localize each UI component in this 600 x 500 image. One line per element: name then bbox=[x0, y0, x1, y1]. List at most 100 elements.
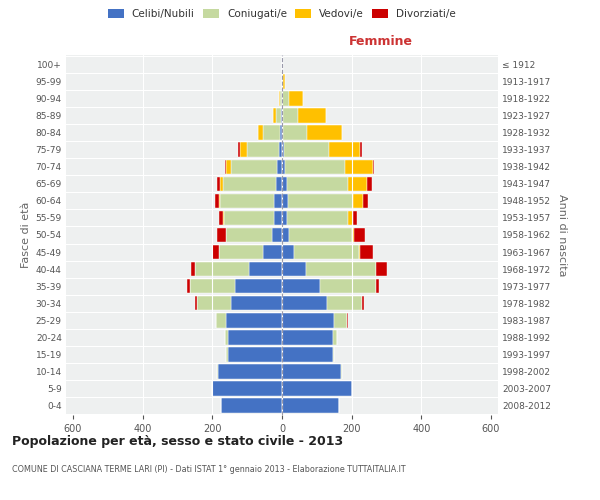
Bar bbox=[187, 279, 190, 293]
Bar bbox=[224, 330, 228, 344]
Bar bbox=[190, 279, 235, 293]
Bar bbox=[223, 210, 224, 225]
Bar bbox=[362, 296, 364, 310]
Bar bbox=[263, 245, 282, 260]
Bar bbox=[353, 210, 357, 225]
Bar bbox=[287, 176, 348, 191]
Bar bbox=[376, 262, 386, 276]
Bar bbox=[278, 142, 282, 157]
Bar bbox=[235, 279, 282, 293]
Bar bbox=[347, 313, 348, 328]
Bar bbox=[282, 210, 287, 225]
Bar bbox=[307, 126, 342, 140]
Text: Femmine: Femmine bbox=[349, 35, 413, 48]
Bar bbox=[282, 330, 332, 344]
Bar bbox=[220, 194, 274, 208]
Bar bbox=[282, 57, 283, 72]
Text: Popolazione per età, sesso e stato civile - 2013: Popolazione per età, sesso e stato civil… bbox=[12, 435, 343, 448]
Bar bbox=[348, 176, 367, 191]
Bar bbox=[240, 142, 247, 157]
Bar bbox=[217, 176, 220, 191]
Bar bbox=[376, 279, 379, 293]
Bar bbox=[228, 330, 282, 344]
Bar bbox=[282, 108, 283, 123]
Bar bbox=[363, 194, 368, 208]
Bar bbox=[288, 194, 353, 208]
Bar bbox=[332, 347, 334, 362]
Bar bbox=[282, 279, 320, 293]
Bar bbox=[263, 126, 280, 140]
Bar bbox=[289, 92, 303, 106]
Bar bbox=[191, 262, 195, 276]
Bar bbox=[218, 194, 220, 208]
Bar bbox=[283, 126, 307, 140]
Bar bbox=[220, 176, 223, 191]
Bar bbox=[282, 176, 287, 191]
Bar bbox=[276, 176, 282, 191]
Bar bbox=[282, 228, 289, 242]
Bar bbox=[282, 160, 286, 174]
Bar bbox=[298, 108, 326, 123]
Bar bbox=[282, 347, 332, 362]
Bar bbox=[218, 210, 223, 225]
Bar bbox=[232, 160, 277, 174]
Bar bbox=[341, 364, 342, 378]
Bar bbox=[276, 108, 281, 123]
Bar bbox=[289, 228, 352, 242]
Bar bbox=[257, 126, 263, 140]
Legend: Celibi/Nubili, Coniugati/e, Vedovi/e, Divorziati/e: Celibi/Nubili, Coniugati/e, Vedovi/e, Di… bbox=[104, 5, 460, 24]
Bar bbox=[217, 364, 218, 378]
Bar bbox=[307, 262, 376, 276]
Bar bbox=[359, 245, 361, 260]
Bar bbox=[282, 92, 289, 106]
Bar bbox=[282, 126, 283, 140]
Bar bbox=[329, 142, 361, 157]
Bar bbox=[224, 160, 226, 174]
Bar bbox=[327, 296, 362, 310]
Bar bbox=[216, 313, 226, 328]
Bar bbox=[215, 194, 218, 208]
Bar bbox=[287, 210, 348, 225]
Bar bbox=[226, 160, 232, 174]
Bar bbox=[373, 160, 374, 174]
Bar bbox=[348, 210, 353, 225]
Bar bbox=[282, 194, 288, 208]
Bar bbox=[294, 245, 359, 260]
Bar bbox=[282, 142, 284, 157]
Bar bbox=[274, 210, 282, 225]
Y-axis label: Anni di nascita: Anni di nascita bbox=[557, 194, 567, 276]
Bar bbox=[352, 228, 355, 242]
Bar bbox=[232, 296, 282, 310]
Bar bbox=[226, 313, 282, 328]
Bar bbox=[345, 160, 373, 174]
Bar bbox=[282, 364, 341, 378]
Bar bbox=[332, 330, 337, 344]
Bar bbox=[195, 262, 249, 276]
Bar bbox=[361, 142, 362, 157]
Bar bbox=[283, 74, 286, 88]
Bar bbox=[249, 262, 282, 276]
Bar bbox=[353, 194, 363, 208]
Bar bbox=[281, 108, 282, 123]
Bar bbox=[282, 262, 307, 276]
Bar bbox=[218, 364, 282, 378]
Bar bbox=[278, 92, 280, 106]
Bar bbox=[272, 108, 276, 123]
Bar bbox=[224, 210, 274, 225]
Bar bbox=[283, 108, 298, 123]
Bar bbox=[247, 142, 278, 157]
Bar bbox=[274, 194, 282, 208]
Bar bbox=[282, 245, 294, 260]
Bar bbox=[212, 245, 219, 260]
Bar bbox=[320, 279, 376, 293]
Bar bbox=[282, 382, 352, 396]
Bar bbox=[282, 74, 283, 88]
Bar bbox=[197, 296, 232, 310]
Bar bbox=[361, 245, 373, 260]
Bar bbox=[282, 296, 327, 310]
Bar bbox=[286, 160, 345, 174]
Y-axis label: Fasce di età: Fasce di età bbox=[22, 202, 31, 268]
Text: COMUNE DI CASCIANA TERME LARI (PI) - Dati ISTAT 1° gennaio 2013 - Elaborazione T: COMUNE DI CASCIANA TERME LARI (PI) - Dat… bbox=[12, 465, 406, 474]
Bar bbox=[355, 228, 365, 242]
Bar bbox=[284, 142, 329, 157]
